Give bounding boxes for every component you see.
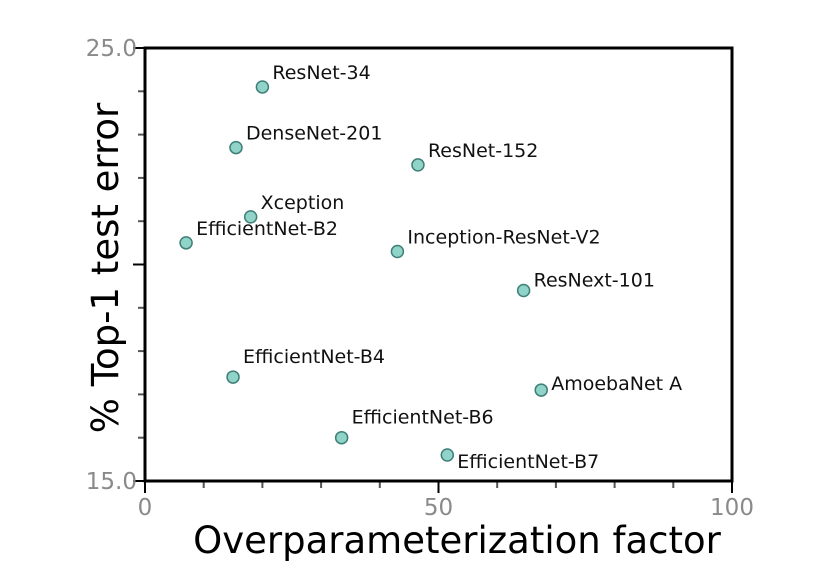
data-point <box>255 80 270 94</box>
point-label: ResNet-34 <box>272 62 370 84</box>
point-labels: ResNet-34 DenseNet-201 ResNet-152 Xception E… <box>196 62 682 473</box>
data-point <box>516 283 531 298</box>
point-label: DenseNet-201 <box>246 123 382 145</box>
data-point <box>390 244 405 259</box>
point-label: AmoebaNet A <box>551 373 682 395</box>
point-label: EfficientNet-B6 <box>352 407 494 429</box>
x-axis-title: Overparameterization factor <box>193 519 722 562</box>
x-tick-label: 100 <box>710 495 754 521</box>
y-tick-label: 15.0 <box>86 469 137 495</box>
x-tick-label: 0 <box>138 495 153 521</box>
data-point <box>334 430 349 445</box>
data-point <box>440 448 455 462</box>
data-point <box>229 140 243 155</box>
data-point <box>243 210 258 224</box>
data-point <box>534 383 548 397</box>
point-label: EfficientNet-B7 <box>457 451 599 473</box>
point-label: EfficientNet-B2 <box>196 218 338 240</box>
tick-labels: 0 50 100 15.0 25.0 <box>86 36 754 521</box>
data-point <box>411 158 425 172</box>
x-tick-label: 50 <box>424 495 453 521</box>
data-points <box>179 80 548 462</box>
major-ticks <box>133 47 733 493</box>
y-axis-title: % Top-1 test error <box>84 102 127 433</box>
y-tick-label: 25.0 <box>86 36 137 62</box>
data-point <box>226 370 240 384</box>
point-label: ResNext-101 <box>534 269 655 291</box>
point-label: Xception <box>261 192 345 214</box>
plot-area-frame <box>143 46 734 483</box>
point-label: EfficientNet-B4 <box>243 346 385 368</box>
data-point <box>179 236 193 250</box>
point-label: Inception-ResNet-V2 <box>407 227 600 249</box>
point-label: ResNet-152 <box>428 140 538 162</box>
